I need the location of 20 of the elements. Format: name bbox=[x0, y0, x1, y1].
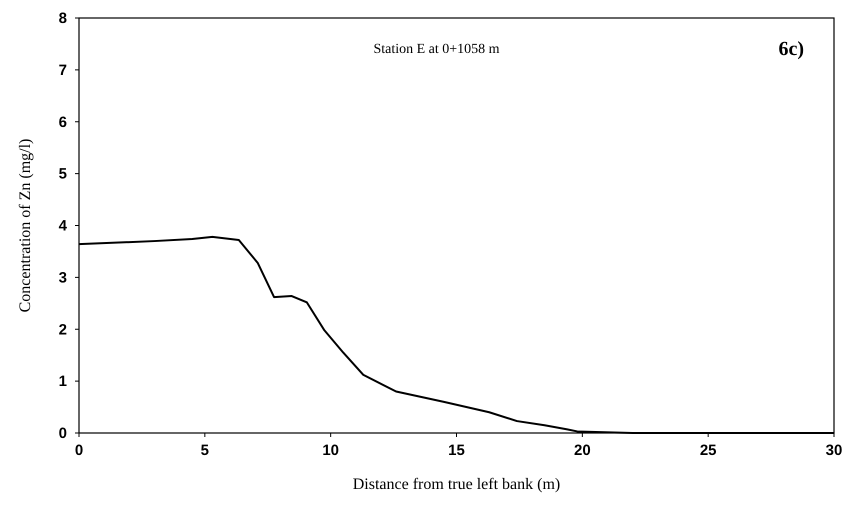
y-tick-label: 3 bbox=[58, 269, 67, 286]
y-tick-label: 7 bbox=[58, 62, 67, 79]
y-tick-label: 2 bbox=[58, 321, 67, 338]
y-tick-label: 4 bbox=[58, 218, 68, 234]
x-axis-title: Distance from true left bank (m) bbox=[352, 476, 560, 493]
x-tick-label: 15 bbox=[448, 442, 465, 459]
x-tick-label: 0 bbox=[74, 442, 84, 459]
y-tick-label: 0 bbox=[58, 425, 67, 442]
y-tick-label: 8 bbox=[58, 10, 67, 27]
annotation: 6c) bbox=[778, 38, 804, 60]
x-tick-label: 25 bbox=[700, 442, 717, 459]
y-tick-label: 1 bbox=[58, 373, 67, 390]
y-tick-label: 6 bbox=[58, 114, 67, 131]
x-tick-label: 20 bbox=[574, 442, 591, 459]
annotation: Station E at 0+1058 m bbox=[373, 42, 500, 57]
y-tick-label: 5 bbox=[58, 166, 67, 183]
x-tick-label: 30 bbox=[826, 442, 842, 459]
x-tick-label: 10 bbox=[322, 442, 340, 459]
x-tick-label: 5 bbox=[200, 442, 210, 459]
y-axis-title: Concentration of Zn (mg/l) bbox=[17, 138, 34, 312]
